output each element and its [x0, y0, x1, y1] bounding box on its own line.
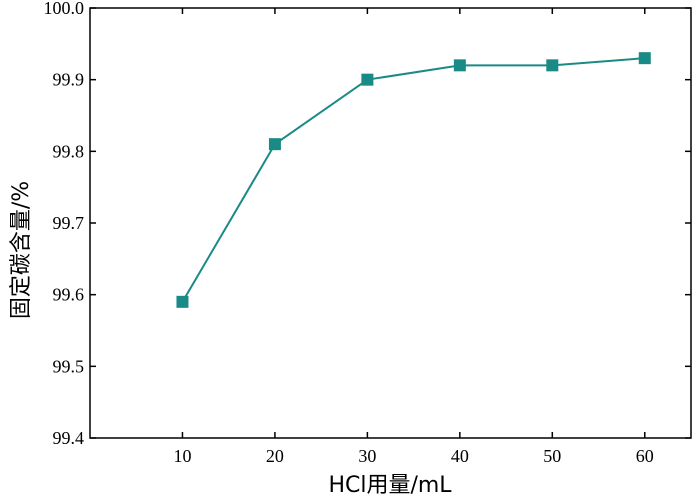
x-tick-label: 40	[451, 446, 469, 466]
x-tick-label: 20	[266, 446, 284, 466]
y-tick-label: 99.6	[53, 285, 85, 305]
y-tick-label: 99.5	[53, 356, 85, 376]
x-tick-label: 60	[636, 446, 654, 466]
data-point	[546, 59, 559, 72]
y-axis-ticks: 99.4 99.5 99.6 99.7 99.8 99.9 100.0	[44, 0, 691, 448]
data-point	[268, 138, 281, 151]
x-axis-ticks: 10 20 30 40 50 60	[173, 8, 654, 466]
series-line	[181, 57, 645, 303]
x-tick-label: 50	[543, 446, 561, 466]
x-tick-label: 30	[358, 446, 376, 466]
y-tick-label: 99.7	[53, 213, 85, 233]
y-tick-label: 100.0	[44, 0, 85, 18]
y-tick-label: 99.9	[53, 70, 85, 90]
series-group	[176, 52, 651, 308]
y-tick-label: 99.8	[53, 141, 85, 161]
y-axis-title: 固定碳含量/%	[9, 181, 34, 319]
plot-frame	[89, 7, 692, 439]
data-point	[453, 59, 466, 72]
y-tick-label: 99.4	[53, 428, 85, 448]
x-tick-label: 10	[173, 446, 191, 466]
data-point	[176, 295, 189, 308]
data-point	[638, 52, 651, 65]
data-point	[361, 73, 374, 86]
x-axis-title: HCl用量/mL	[328, 473, 452, 498]
